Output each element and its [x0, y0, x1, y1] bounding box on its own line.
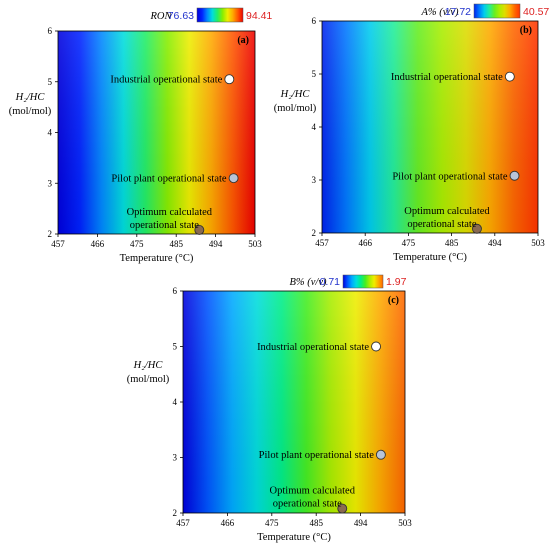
point-marker [509, 170, 520, 181]
point-marker [224, 74, 235, 85]
x-tick-label: 457 [176, 518, 190, 528]
colorbar-title: A% (v/v) [420, 7, 459, 18]
panel-c: 457 466 475 485 494 503 2 3 4 5 6 Temperature (°C) H… [127, 274, 412, 543]
operational-point: Pilot plant operational state [392, 170, 520, 182]
point-label-line2: operational state [273, 499, 342, 510]
point-label-line2: operational state [407, 219, 476, 230]
x-tick-label: 466 [221, 518, 235, 528]
operational-point: Optimum calculated operational state [404, 206, 490, 234]
colorbar-max-label: 40.57 [523, 6, 549, 18]
point-label: Industrial operational state [110, 75, 222, 86]
y-tick-label: 4 [173, 397, 178, 407]
x-tick-label: 475 [130, 239, 144, 249]
x-tick-label: 485 [445, 238, 459, 248]
x-tick-label: 457 [315, 238, 329, 248]
point-label: Optimum calculated [270, 486, 356, 497]
y-tick-label: 3 [48, 178, 53, 188]
point-marker [194, 224, 205, 235]
y-tick-label: 4 [48, 128, 53, 138]
heatmap-shading [322, 21, 538, 233]
colorbar-min-label: 0.71 [320, 276, 341, 288]
x-axis-label: Temperature (°C) [393, 252, 467, 263]
y-axis-unit-label: (mol/mol) [127, 374, 170, 385]
point-marker [371, 341, 381, 352]
y-axis-unit-label: (mol/mol) [9, 106, 52, 117]
colorbar [196, 7, 244, 23]
x-axis-label: Temperature (°C) [257, 532, 331, 543]
operational-point: Pilot plant operational state [111, 173, 239, 185]
y-axis-label: H₂/HC [133, 360, 164, 371]
panel-letter: (a) [237, 35, 249, 46]
y-tick-label: 6 [48, 26, 53, 36]
panel-letter: (c) [388, 295, 399, 306]
panel-letter: (b) [520, 25, 532, 36]
x-tick-label: 466 [358, 238, 372, 248]
x-tick-label: 466 [91, 239, 105, 249]
y-tick-label: 6 [173, 286, 178, 296]
x-tick-label: 494 [209, 239, 223, 249]
point-label: Pilot plant operational state [392, 171, 508, 182]
y-tick-label: 6 [312, 16, 317, 26]
y-tick-label: 4 [312, 122, 317, 132]
x-tick-label: 494 [488, 238, 502, 248]
colorbar-max-label: 1.97 [386, 276, 407, 288]
y-tick-label: 5 [312, 69, 317, 79]
y-tick-label: 3 [173, 453, 178, 463]
operational-point: Pilot plant operational state [259, 449, 386, 461]
y-tick-label: 2 [312, 228, 317, 238]
y-axis-label: H₂/HC [15, 92, 46, 103]
y-tick-label: 5 [173, 342, 178, 352]
x-tick-label: 475 [402, 238, 416, 248]
x-tick-label: 485 [309, 518, 323, 528]
point-marker [504, 71, 515, 82]
operational-point: Industrial operational state [110, 74, 235, 86]
x-tick-label: 494 [354, 518, 368, 528]
heatmap-shading [58, 31, 255, 234]
x-tick-label: 503 [248, 239, 262, 249]
x-tick-label: 485 [169, 239, 183, 249]
point-label: Industrial operational state [257, 342, 369, 353]
y-axis-label: H₂/HC [280, 89, 311, 100]
point-label-line2: operational state [130, 220, 199, 231]
y-tick-label: 5 [48, 77, 53, 87]
panel-a: 457 466 475 485 494 503 2 3 4 5 6 Temperature (°C) H… [9, 7, 272, 264]
point-label: Optimum calculated [127, 207, 213, 218]
operational-point: Industrial operational state [257, 341, 381, 353]
y-tick-label: 2 [48, 229, 53, 239]
y-tick-label: 2 [173, 508, 178, 518]
x-tick-label: 475 [265, 518, 279, 528]
x-tick-label: 503 [398, 518, 412, 528]
colorbar-min-label: 17.72 [445, 6, 471, 18]
point-marker [228, 173, 239, 184]
point-label: Industrial operational state [391, 72, 503, 83]
y-axis-unit-label: (mol/mol) [274, 103, 317, 114]
colorbar [473, 3, 521, 19]
colorbar-min-label: 76.63 [168, 10, 194, 22]
operational-point: Industrial operational state [391, 71, 515, 83]
point-label: Optimum calculated [404, 206, 490, 217]
colorbar [342, 274, 384, 289]
x-tick-label: 457 [51, 239, 65, 249]
heatmap-shading [183, 291, 405, 513]
x-tick-label: 503 [531, 238, 545, 248]
operational-point: Optimum calculated operational state [270, 486, 356, 514]
point-marker [337, 503, 348, 514]
colorbar-title: RON [150, 11, 173, 22]
x-axis-label: Temperature (°C) [120, 253, 194, 264]
point-marker [472, 223, 482, 234]
y-tick-label: 3 [312, 175, 317, 185]
colorbar-max-label: 94.41 [246, 10, 272, 22]
panel-b: 457 466 475 485 494 503 2 3 4 5 6 Temperature (°C) H… [274, 3, 549, 263]
point-label: Pilot plant operational state [111, 174, 227, 185]
point-label: Pilot plant operational state [259, 450, 375, 461]
point-marker [375, 449, 386, 460]
operational-point: Optimum calculated operational state [127, 207, 213, 235]
colorbar-title: B% (v/v) [289, 277, 327, 288]
